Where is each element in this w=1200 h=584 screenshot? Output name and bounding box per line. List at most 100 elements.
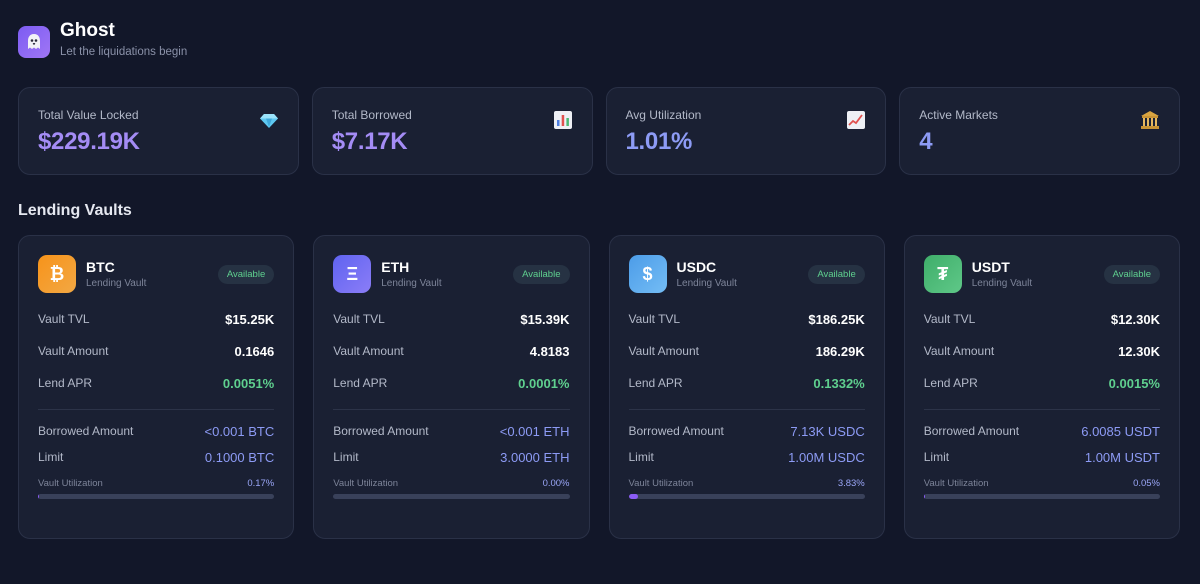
utilization-bar-fill [628,494,638,499]
section-title: Lending Vaults [18,202,132,219]
lend-apr-row: Lend APR 0.1332% [629,367,865,399]
borrowed-amount-value: 6.0085 USDT [1081,423,1160,439]
lend-apr-label: Lend APR [38,376,93,390]
lend-apr-label: Lend APR [628,376,683,390]
limit-value: 0.1000 BTC [204,449,275,465]
app-header: Ghost Let the liquidations begin [18,21,187,58]
vault-tvl-row: Vault TVL $15.39K [333,303,569,335]
vault-card-eth[interactable]: Ξ ETH Lending Vault Available Vault TVL … [313,235,590,539]
stat-label: Total Value Locked [38,108,139,122]
vault-utilization-label: Vault Utilization [628,478,694,489]
vault-utilization-value: 3.83% [837,478,865,489]
ethereum-icon: Ξ [333,255,372,293]
vault-amount-row: Vault Amount 4.8183 [333,335,569,367]
tether-icon: ₮ [923,255,962,293]
vault-amount-value: 186.29K [815,343,865,359]
limit-label: Limit [923,450,950,464]
vault-amount-row: Vault Amount 186.29K [629,335,865,367]
stat-card-tvl: Total Value Locked $229.19K [18,87,299,175]
vault-utilization-value: 0.05% [1133,478,1160,489]
vault-tvl-value: $15.25K [225,311,275,327]
divider [38,409,275,410]
vault-name: USDT [971,259,1010,275]
vault-amount-label: Vault Amount [923,344,995,358]
vault-utilization-value: 0.17% [247,478,275,489]
bank-icon [1141,111,1159,129]
dollar-icon: $ [628,255,667,293]
vault-amount-label: Vault Amount [628,344,700,358]
limit-row: Limit 1.00M USDT [924,444,1160,470]
lend-apr-value: 0.1332% [813,375,865,391]
limit-label: Limit [333,450,359,464]
borrowed-amount-label: Borrowed Amount [923,424,1020,438]
vault-card-usdt[interactable]: ₮ USDT Lending Vault Available Vault TVL… [903,235,1180,539]
lend-apr-label: Lend APR [333,376,388,390]
vault-amount-row: Vault Amount 0.1646 [38,335,274,367]
limit-value: 1.00M USDC [788,449,865,465]
vault-type: Lending Vault [676,278,737,289]
stat-value: $229.19K [38,128,140,155]
borrowed-amount-row: Borrowed Amount <0.001 ETH [333,418,569,444]
limit-row: Limit 3.0000 ETH [333,444,569,470]
borrowed-amount-row: Borrowed Amount <0.001 BTC [38,418,274,444]
vault-type: Lending Vault [86,278,147,289]
utilization-bar [38,494,275,499]
lend-apr-row: Lend APR 0.0001% [333,367,569,399]
borrowed-amount-label: Borrowed Amount [38,424,134,438]
limit-value: 3.0000 ETH [500,449,570,465]
vault-tvl-row: Vault TVL $12.30K [924,303,1160,335]
vault-tvl-row: Vault TVL $15.25K [38,303,274,335]
utilization-bar [923,494,1160,499]
vault-utilization-label: Vault Utilization [923,478,989,489]
vault-utilization-label: Vault Utilization [333,478,399,489]
limit-value: 1.00M USDT [1084,449,1160,465]
trend-up-icon [847,111,866,129]
divider [923,409,1160,410]
status-badge: Available [513,264,570,284]
vault-name: BTC [86,259,115,275]
utilization-bar [628,494,865,499]
bar-chart-icon [553,111,572,129]
lend-apr-value: 0.0001% [518,375,570,391]
stat-card-markets: Active Markets 4 [899,87,1180,175]
vault-amount-label: Vault Amount [38,344,109,358]
ghost-icon [28,33,40,49]
lend-apr-value: 0.0051% [222,375,275,391]
limit-row: Limit 1.00M USDC [629,444,865,470]
vault-type: Lending Vault [381,278,442,289]
vault-card-btc[interactable]: ₿ BTC Lending Vault Available Vault TVL … [18,235,295,539]
vault-tvl-label: Vault TVL [923,312,976,326]
borrowed-amount-label: Borrowed Amount [333,424,429,438]
vault-name: ETH [381,259,410,275]
lend-apr-label: Lend APR [923,376,978,390]
lend-apr-value: 0.0015% [1108,375,1160,391]
lend-apr-row: Lend APR 0.0015% [924,367,1160,399]
stat-value: 4 [919,128,933,155]
app-title: Ghost [60,20,115,41]
vault-amount-value: 12.30K [1118,343,1160,359]
vault-tvl-label: Vault TVL [38,312,90,326]
vault-utilization-label: Vault Utilization [38,478,103,489]
vault-card-usdc[interactable]: $ USDC Lending Vault Available Vault TVL… [608,235,885,539]
vault-type: Lending Vault [971,278,1033,289]
borrowed-amount-value: <0.001 BTC [204,423,275,439]
borrowed-amount-value: 7.13K USDC [790,423,865,439]
stat-value: $7.17K [331,128,408,155]
vault-tvl-value: $12.30K [1110,311,1160,327]
borrowed-amount-value: <0.001 ETH [499,423,570,439]
vault-amount-row: Vault Amount 12.30K [924,335,1160,367]
vault-amount-label: Vault Amount [333,344,404,358]
ghost-logo[interactable] [18,25,50,58]
lend-apr-row: Lend APR 0.0051% [38,367,274,399]
stat-card-utilization: Avg Utilization 1.01% [605,87,887,175]
divider [333,409,570,410]
vault-amount-value: 4.8183 [529,343,570,359]
status-badge: Available [1103,264,1160,284]
stat-label: Avg Utilization [625,108,702,122]
stat-value: 1.01% [625,128,693,155]
borrowed-amount-label: Borrowed Amount [628,424,724,438]
limit-label: Limit [38,450,64,464]
status-badge: Available [217,264,275,284]
stat-label: Total Borrowed [331,108,412,122]
vaults-grid: ₿ BTC Lending Vault Available Vault TVL … [18,235,1180,539]
